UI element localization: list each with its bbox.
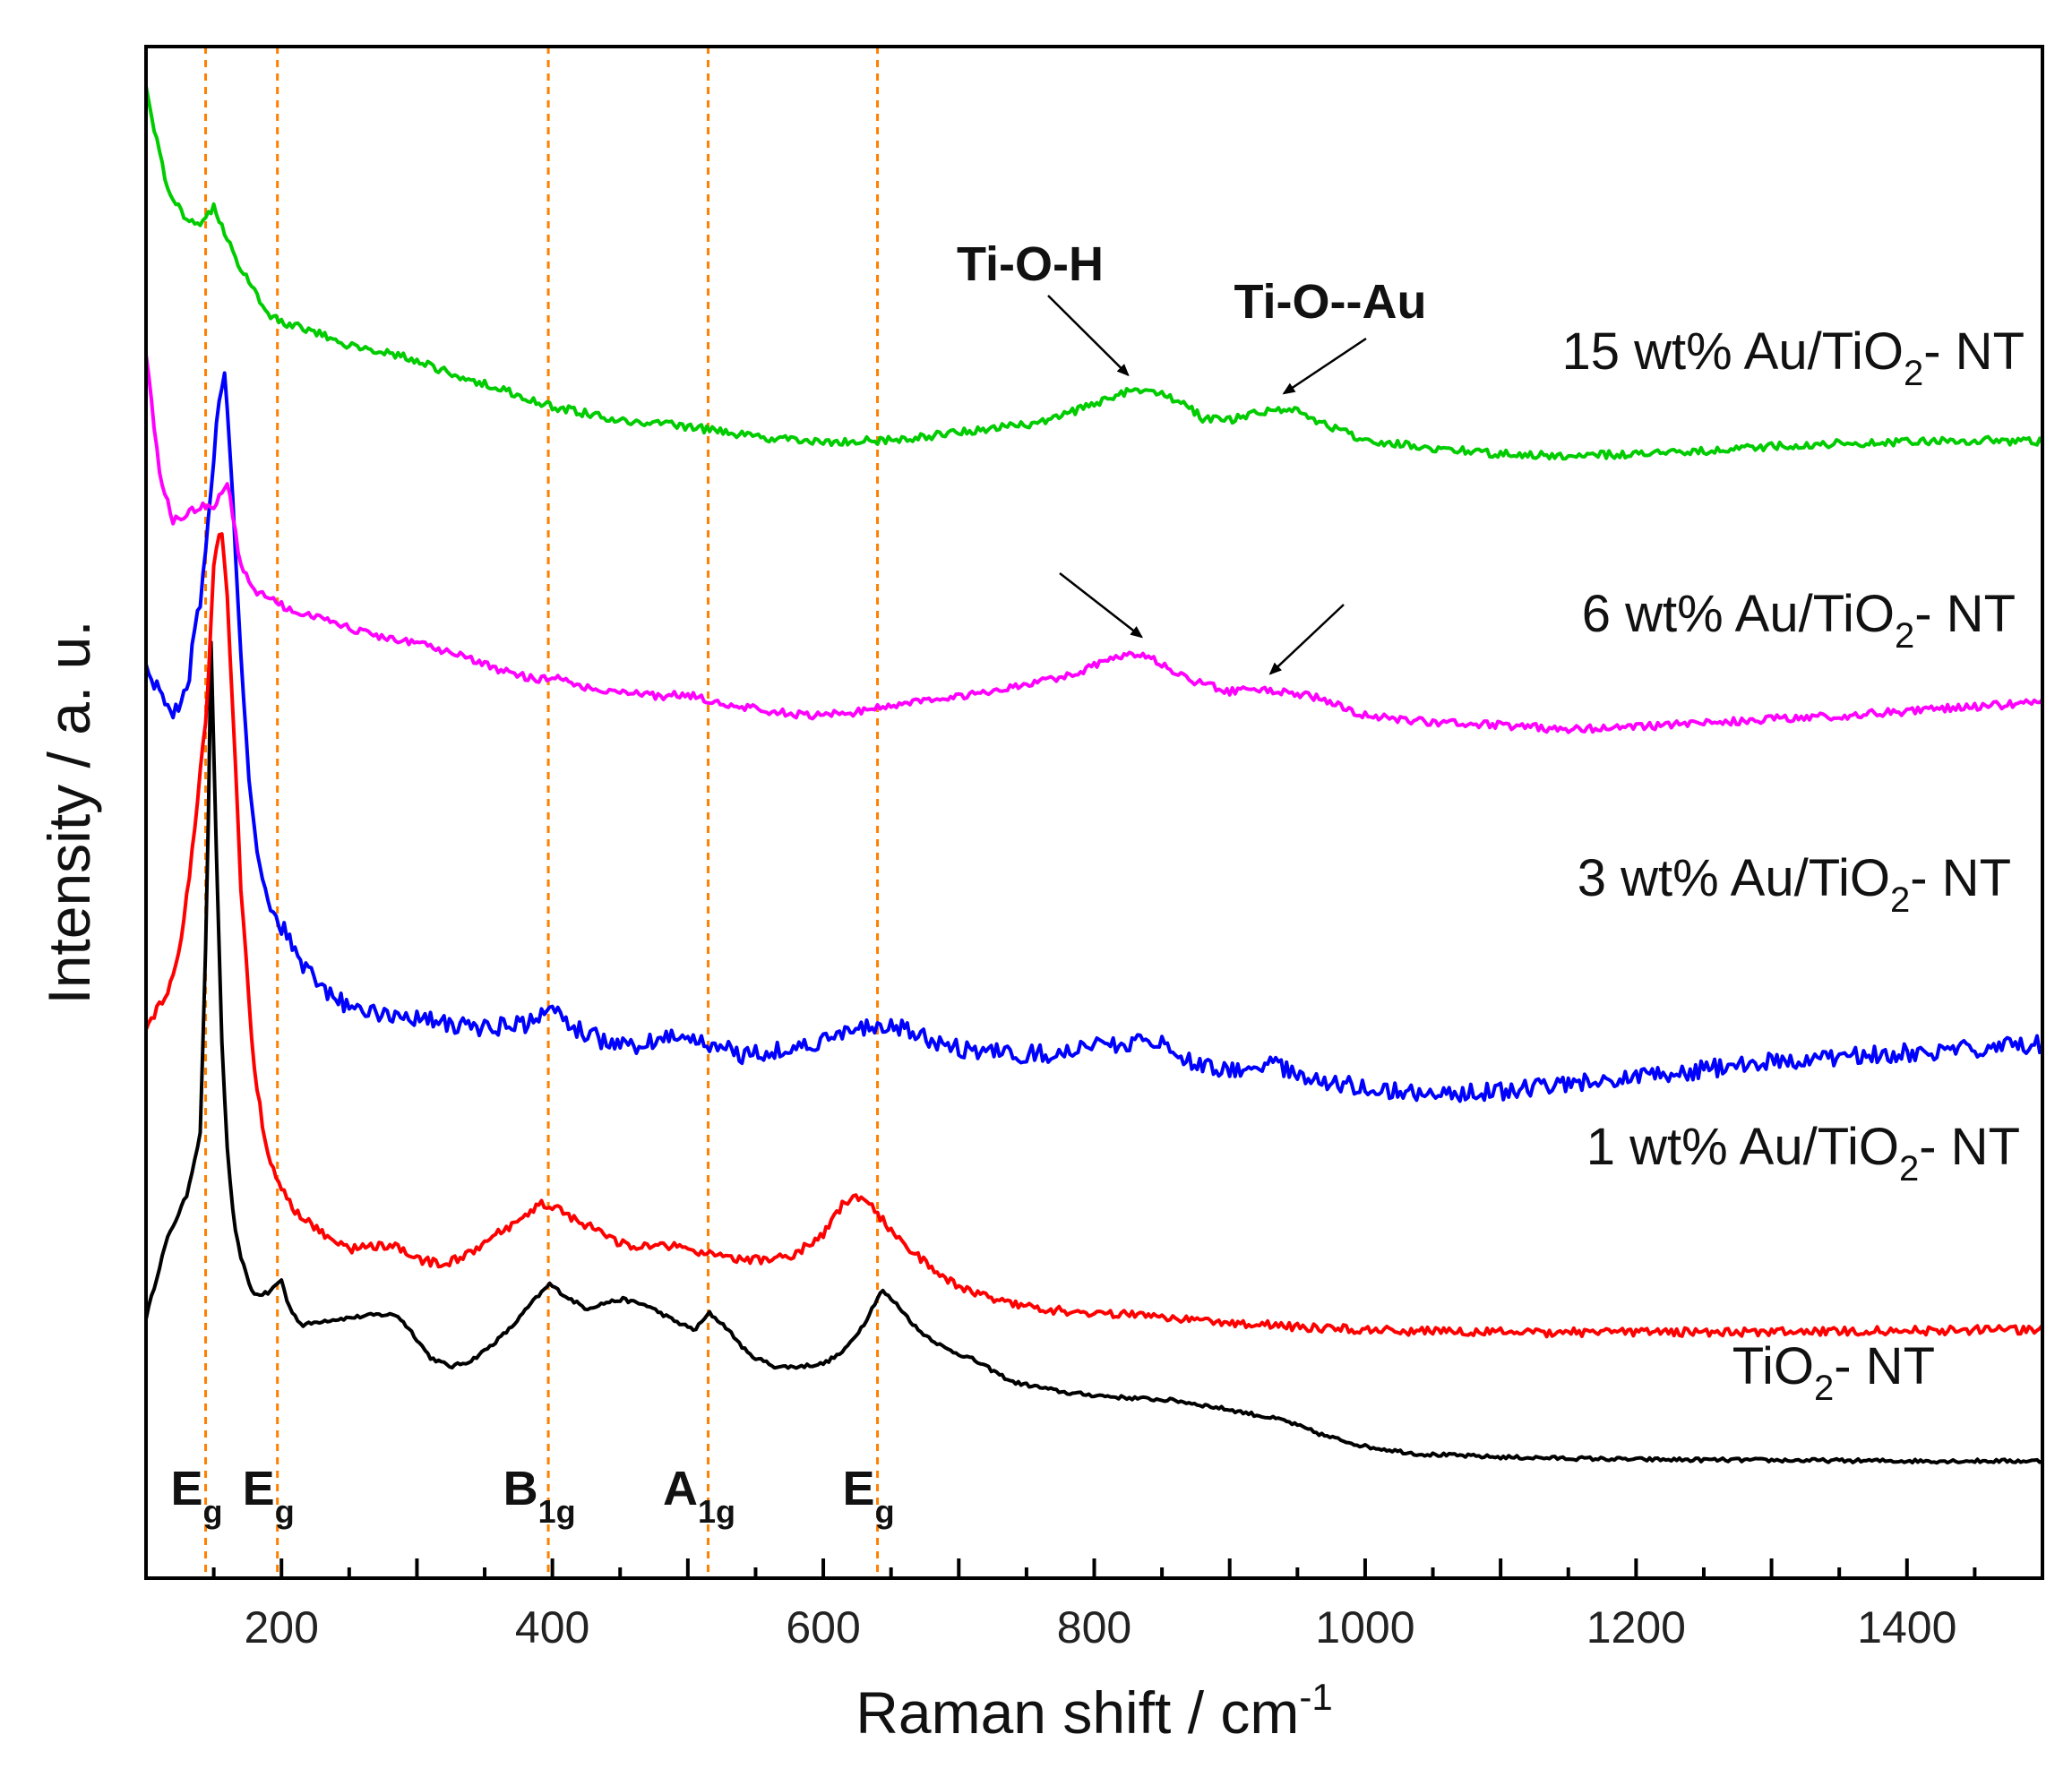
series-line [144, 85, 2044, 461]
series-line [144, 640, 2043, 1465]
x-tick-label: 1000 [1315, 1602, 1414, 1653]
x-tick-label: 1200 [1586, 1602, 1686, 1653]
annotation-arrow [1282, 337, 1367, 395]
series-label: 3 wt% Au/TiO2- NT [1578, 849, 2011, 920]
annotation-arrow [1047, 295, 1130, 377]
series-label: TiO2- NT [1732, 1337, 1935, 1408]
series-line [144, 371, 2044, 1103]
annotation-arrow [1059, 572, 1144, 639]
annotation-label: Ti-O--Au [1234, 275, 1427, 329]
x-tick-label: 400 [515, 1602, 589, 1653]
peak-assignment-label: Eg [243, 1462, 295, 1530]
x-tick-label: 800 [1057, 1602, 1131, 1653]
series-line [144, 354, 2044, 734]
x-tick-label: 600 [786, 1602, 860, 1653]
x-axis-ticks [144, 1558, 2044, 1578]
peak-assignment-label: Eg [843, 1462, 895, 1530]
series-label: 6 wt% Au/TiO2- NT [1582, 585, 2016, 656]
series-lines [144, 85, 2044, 1465]
peak-assignment-labels: Eg Eg B1g A1g Eg [171, 1462, 895, 1530]
reference-lines [204, 47, 880, 1578]
series-label: 15 wt% Au/TiO2- NT [1562, 322, 2025, 393]
peak-assignment-label: B1g [503, 1462, 576, 1530]
annotation-arrow [1268, 604, 1345, 675]
y-axis-title: Intensity / a. u. [36, 620, 102, 1004]
annotation-arrows [1047, 295, 1367, 675]
x-axis-tick-labels: 200 400 600 800 1000 1200 1400 [244, 1602, 1956, 1653]
x-axis-title: Raman shift / cm-1 [855, 1676, 1333, 1746]
series-line [144, 532, 2044, 1339]
series-labels: TiO2- NT 1 wt% Au/TiO2- NT 3 wt% Au/TiO2- … [1562, 322, 2025, 1408]
annotation-labels: Ti-O-H Ti-O--Au [957, 237, 1426, 329]
x-tick-label: 200 [244, 1602, 318, 1653]
peak-assignment-label: A1g [663, 1462, 735, 1530]
series-label: 1 wt% Au/TiO2- NT [1586, 1118, 2020, 1189]
peak-assignment-label: Eg [171, 1462, 223, 1530]
annotation-label: Ti-O-H [957, 237, 1104, 291]
x-tick-label: 1400 [1857, 1602, 1956, 1653]
